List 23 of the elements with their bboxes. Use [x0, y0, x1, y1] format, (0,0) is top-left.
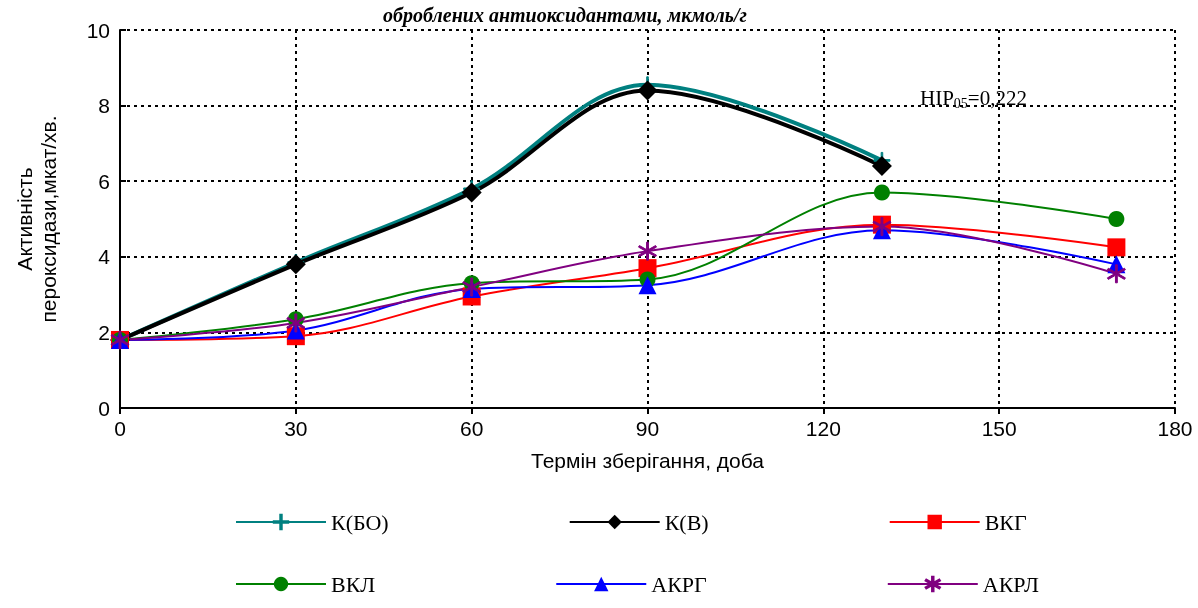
y-tick-label: 6 [98, 169, 110, 193]
legend-label: ВКЛ [331, 571, 376, 597]
legend-label: К(БО) [331, 509, 389, 535]
x-tick-label: 150 [981, 417, 1017, 440]
y-tick-label: 10 [86, 18, 110, 42]
y-tick-label: 0 [98, 396, 110, 420]
chart-title: оброблених антиоксидантами, мкмоль/г [383, 4, 747, 27]
x-tick-label: 60 [459, 417, 484, 440]
legend-label: ВКГ [984, 509, 1028, 535]
y-axis-title: Активність пероксидази,мкат/хв. [12, 115, 60, 323]
x-tick-label: 180 [1157, 417, 1193, 440]
y-tick-label: 4 [98, 245, 111, 269]
legend-label: К(В) [664, 509, 709, 535]
x-axis-title: Термін зберігання, доба [530, 448, 765, 472]
legend-label: АКРЛ [982, 571, 1039, 597]
x-tick-label: 120 [805, 417, 841, 440]
x-tick-label: 30 [284, 417, 308, 440]
x-tick-label: 0 [114, 417, 126, 440]
x-tick-label: 90 [635, 417, 660, 440]
annotation: НІР05=0,222 [920, 86, 1027, 111]
y-tick-label: 2 [98, 320, 110, 344]
legend-label: АКРГ [651, 571, 708, 597]
y-tick-label: 8 [98, 94, 110, 118]
